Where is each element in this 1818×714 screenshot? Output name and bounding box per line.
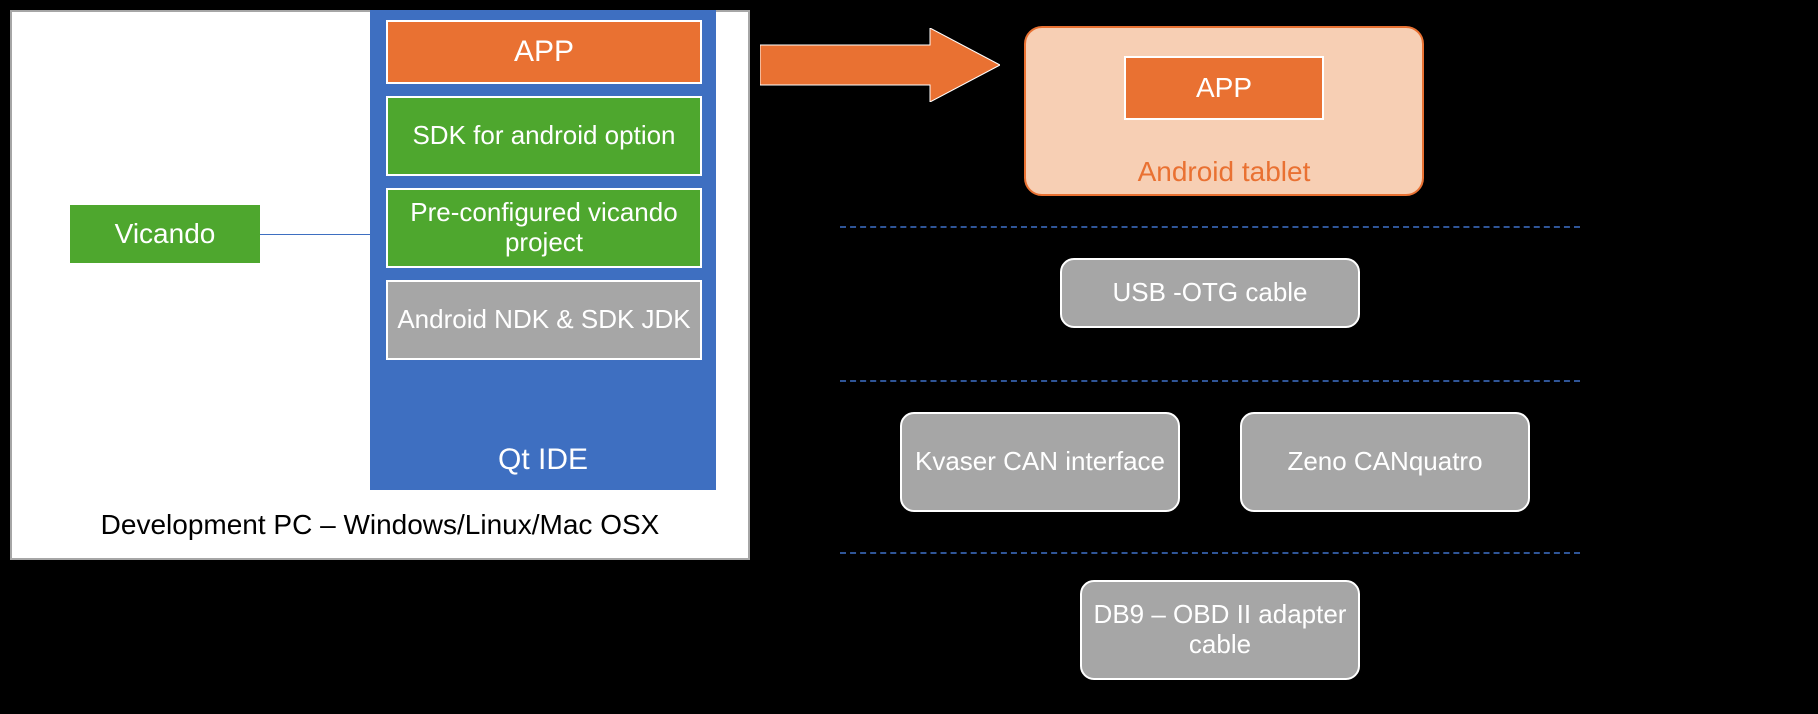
zeno-box: Zeno CANquatro	[1240, 412, 1530, 512]
divider-2	[840, 380, 1580, 382]
vicando-qtide-connector	[260, 234, 370, 235]
usb-otg-box: USB -OTG cable	[1060, 258, 1360, 328]
qt-ide-sdk-box: SDK for android option	[386, 96, 702, 176]
divider-3	[840, 552, 1580, 554]
qt-ide-ndk-box: Android NDK & SDK JDK	[386, 280, 702, 360]
qt-ide-preconf-box: Pre-configured vicando project	[386, 188, 702, 268]
qt-ide-app-box: APP	[386, 20, 702, 84]
kvaser-box: Kvaser CAN interface	[900, 412, 1180, 512]
qt-ide-label: Qt IDE	[370, 435, 716, 485]
vicando-box: Vicando	[70, 205, 260, 263]
tablet-app-box: APP	[1124, 56, 1324, 120]
deploy-arrow-icon	[760, 28, 1000, 102]
android-tablet-caption: Android tablet	[1026, 154, 1422, 190]
dev-pc-caption: Development PC – Windows/Linux/Mac OSX	[30, 500, 730, 550]
divider-1	[840, 226, 1580, 228]
db9-box: DB9 – OBD II adapter cable	[1080, 580, 1360, 680]
